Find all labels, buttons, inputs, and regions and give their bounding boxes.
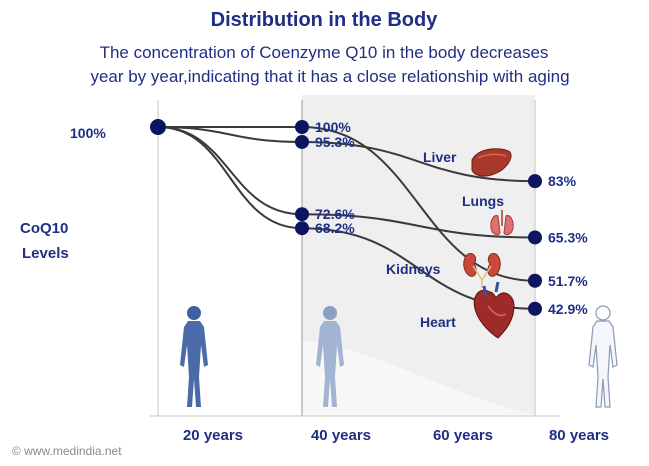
heart-label: Heart bbox=[420, 314, 456, 330]
kidneys-icon bbox=[463, 253, 501, 288]
x-tick-20-years: 20 years bbox=[183, 427, 243, 444]
data-point-liver-80-years bbox=[528, 174, 542, 189]
x-axis-ticks: 20 years 40 years 60 years 80 years bbox=[183, 427, 609, 444]
data-point-kidneys-80-years bbox=[528, 273, 542, 288]
lungs-label: Lungs bbox=[462, 193, 504, 209]
data-label-kidneys-40-years: 100% bbox=[315, 119, 351, 135]
data-label-liver-80-years: 83% bbox=[548, 173, 577, 189]
label-layer: 68.2% 42.9% 72.6% 65.3% 95.3% 83% 100% 51.7% bbox=[315, 119, 588, 317]
data-label-lungs-80-years: 65.3% bbox=[548, 229, 588, 245]
lungs-icon bbox=[490, 210, 514, 236]
chart-title: Distribution in the Body bbox=[211, 9, 439, 31]
human-figure-40-years-icon bbox=[316, 306, 344, 407]
data-label-lungs-40-years: 72.6% bbox=[315, 206, 355, 222]
data-label-heart-80-years: 42.9% bbox=[548, 301, 588, 317]
data-point-lungs-80-years bbox=[528, 230, 542, 245]
kidneys-label: Kidneys bbox=[386, 261, 441, 277]
liver-icon bbox=[471, 148, 512, 177]
heart-icon bbox=[473, 281, 515, 339]
x-tick-60-years: 60 years bbox=[433, 427, 493, 444]
start-value-label: 100% bbox=[70, 125, 106, 141]
chart-subtitle-line1: The concentration of Coenzyme Q10 in the… bbox=[100, 43, 549, 62]
human-figure-80-years-icon bbox=[588, 305, 618, 408]
credit-text: © www.medindia.net bbox=[12, 444, 122, 458]
start-data-point bbox=[150, 119, 166, 135]
data-point-kidneys-40-years bbox=[295, 120, 309, 134]
data-label-liver-40-years: 95.3% bbox=[315, 134, 355, 150]
chart-subtitle-line2: year by year,indicating that it has a cl… bbox=[90, 67, 569, 86]
x-tick-40-years: 40 years bbox=[311, 427, 371, 444]
data-point-lungs-40-years bbox=[295, 207, 309, 222]
data-label-heart-40-years: 68.2% bbox=[315, 220, 355, 236]
human-figure-20-years-icon bbox=[180, 306, 208, 407]
x-tick-80-years: 80 years bbox=[549, 427, 609, 444]
liver-label: Liver bbox=[423, 149, 457, 165]
data-point-heart-80-years bbox=[528, 301, 542, 316]
y-axis-label-line1: CoQ10 bbox=[20, 220, 68, 237]
data-point-liver-40-years bbox=[295, 134, 309, 149]
y-axis-label-line2: Levels bbox=[22, 245, 69, 262]
series-line-liver bbox=[157, 126, 536, 183]
marker-layer bbox=[150, 119, 542, 316]
data-label-kidneys-80-years: 51.7% bbox=[548, 273, 588, 289]
data-point-heart-40-years bbox=[295, 221, 309, 236]
age-shade-floor bbox=[302, 340, 535, 415]
